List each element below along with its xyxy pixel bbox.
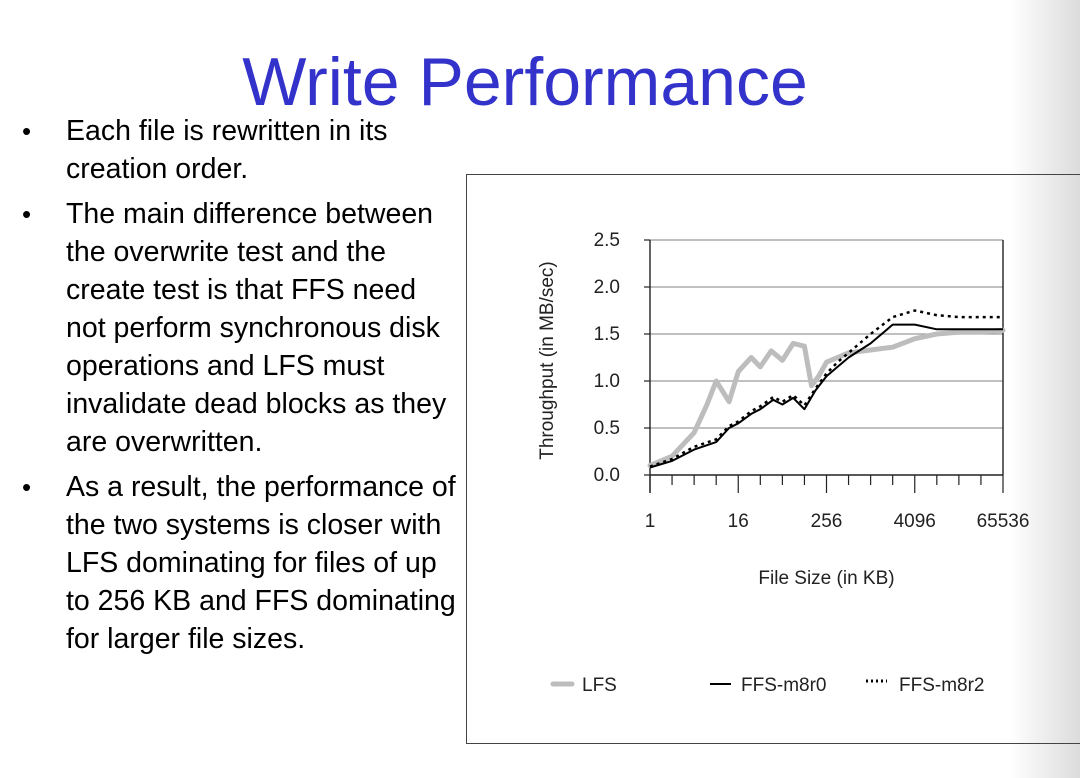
y-axis-label: Throughput (in MB/sec) xyxy=(537,261,558,460)
chart-frame xyxy=(466,174,1080,744)
chart-series xyxy=(647,309,1006,469)
legend-label: LFS xyxy=(582,675,617,696)
chart-ticks: 0.0 0.5 1.0 1.5 2.0 2.5 1 16 256 4096 65536 xyxy=(594,230,1030,532)
series-line-ffs-m8r0 xyxy=(649,323,1003,469)
slide-edge-shadow xyxy=(1010,0,1080,778)
chart-legend: LFS FFS-m8r0 FFS-m8r2 xyxy=(550,675,985,696)
legend-label: FFS-m8r0 xyxy=(741,675,827,696)
x-tick-label: 16 xyxy=(728,511,749,532)
y-tick-label: 2.5 xyxy=(594,230,620,251)
bullet-text: As a result, the performance of the two … xyxy=(66,471,456,655)
y-tick-label: 1.0 xyxy=(594,371,620,392)
y-tick-label: 1.5 xyxy=(594,324,620,345)
x-axis-label: File Size (in KB) xyxy=(758,568,894,589)
series-line-lfs xyxy=(647,327,1006,469)
x-tick-label: 1 xyxy=(645,511,656,532)
bullet-icon: • xyxy=(22,472,32,502)
bullet-item: • As a result, the performance of the two… xyxy=(22,468,462,658)
bullet-list: • Each file is rewritten in its creation … xyxy=(22,112,462,665)
slide-title: Write Performance xyxy=(242,44,808,120)
legend-label: FFS-m8r2 xyxy=(899,675,985,696)
bullet-text: The main difference between the overwrit… xyxy=(66,198,447,458)
y-tick-label: 2.0 xyxy=(594,277,620,298)
x-tick-label: 4096 xyxy=(894,511,936,532)
bullet-item: • Each file is rewritten in its creation … xyxy=(22,112,462,188)
bullet-text: Each file is rewritten in its creation o… xyxy=(66,115,388,185)
x-tick-label: 256 xyxy=(811,511,843,532)
bullet-icon: • xyxy=(22,199,32,229)
y-tick-label: 0.5 xyxy=(594,418,620,439)
x-tick-label: 65536 xyxy=(977,511,1030,532)
bullet-icon: • xyxy=(22,116,32,146)
chart-grid xyxy=(650,239,1003,429)
bullet-item: • The main difference between the overwri… xyxy=(22,195,462,461)
y-tick-label: 0.0 xyxy=(594,465,620,486)
